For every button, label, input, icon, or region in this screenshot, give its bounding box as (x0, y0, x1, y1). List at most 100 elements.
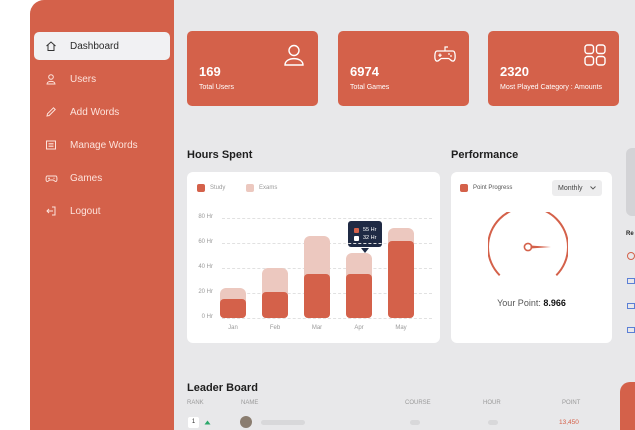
sidebar-item-label: Manage Words (70, 139, 138, 151)
y-tick-label: 20 Hr (198, 289, 213, 295)
sidebar: Dashboard Users Add Words Manage Words (30, 0, 174, 430)
legend-label: Point Progress (473, 185, 513, 191)
rank-up-icon (204, 420, 211, 425)
sidebar-item-label: Add Words (70, 106, 120, 118)
y-tick-label: 0 Hr (201, 314, 213, 320)
mail-icon (627, 327, 635, 333)
sidebar-item-manage-words[interactable]: Manage Words (34, 131, 170, 159)
x-tick-label: May (395, 325, 407, 331)
home-icon (44, 39, 58, 53)
hours-spent-title: Hours Spent (187, 149, 253, 161)
mail-icon (627, 303, 635, 309)
period-select-value: Monthly (558, 184, 583, 192)
exams-swatch (246, 184, 254, 192)
legend-study: Study (197, 184, 225, 192)
right-panel-heading: Re (626, 231, 634, 237)
stat-value: 169 (199, 64, 221, 79)
stat-value: 6974 (350, 64, 379, 79)
logout-icon (44, 204, 58, 218)
stat-label: Total Users (199, 84, 235, 91)
study-swatch (197, 184, 205, 192)
sidebar-item-label: Games (70, 172, 103, 184)
mail-icon (627, 278, 635, 284)
leaderboard-title: Leader Board (187, 382, 258, 394)
bar-may[interactable] (388, 228, 414, 318)
period-select[interactable]: Monthly (552, 180, 602, 196)
point-value: 13,450 (559, 419, 579, 426)
sidebar-item-label: Dashboard (70, 40, 119, 52)
bar-jan[interactable] (220, 288, 246, 318)
tooltip-line: 55 Hr (363, 227, 377, 233)
tooltip-study-dot (354, 227, 359, 233)
bar-feb[interactable] (262, 268, 288, 318)
hours-chart-card: Study Exams 55 Hr 32 Hr 0 Hr 20 Hr 40 Hr 60… (187, 172, 440, 343)
bar-segment-study (220, 299, 246, 318)
sidebar-item-label: Users (70, 73, 97, 85)
sidebar-item-add-words[interactable]: Add Words (34, 98, 170, 126)
point-value: 8.966 (543, 298, 566, 308)
bar-segment-study (346, 274, 372, 318)
gamepad-icon (434, 46, 456, 62)
stat-label: Total Games (350, 84, 390, 91)
point-label: Your Point: (497, 298, 541, 308)
avatar (240, 416, 252, 428)
list-icon (44, 138, 58, 152)
column-header-name: NAME (241, 400, 259, 406)
sidebar-item-games[interactable]: Games (34, 164, 170, 192)
stat-card-total-games[interactable]: 6974 Total Games (338, 31, 469, 106)
column-header-rank: RANK (187, 400, 204, 406)
legend-label: Study (210, 185, 226, 191)
tooltip-line: 32 Hr (363, 235, 377, 241)
gridline (222, 318, 432, 319)
x-tick-label: Apr (354, 325, 364, 331)
stat-value: 2320 (500, 64, 529, 79)
column-header-course: COURSE (405, 400, 431, 406)
course-placeholder (410, 420, 420, 425)
tooltip-exams-dot (354, 235, 359, 241)
your-point: Your Point: 8.966 (451, 298, 612, 308)
performance-title: Performance (451, 149, 519, 161)
user-icon (284, 44, 304, 66)
sidebar-item-label: Logout (70, 205, 101, 217)
performance-card: Point Progress Monthly Your Point: 8.966 (451, 172, 612, 343)
column-header-point: POINT (562, 400, 581, 406)
main-content: 169 Total Users 6974 Total Games 2320 Mo… (174, 0, 635, 430)
pencil-icon (44, 105, 58, 119)
point-gauge (488, 212, 568, 277)
bar-apr[interactable] (346, 253, 372, 318)
rank-badge: 1 (188, 417, 199, 428)
sidebar-item-logout[interactable]: Logout (34, 197, 170, 225)
hour-placeholder (488, 420, 498, 425)
player-name-placeholder (261, 420, 305, 425)
sidebar-item-users[interactable]: Users (34, 65, 170, 93)
y-tick-label: 80 Hr (198, 214, 213, 220)
bar-segment-study (304, 274, 330, 318)
grid-icon (584, 44, 606, 66)
legend-label: Exams (259, 185, 278, 191)
clock-icon (627, 252, 635, 260)
column-header-hour: HOUR (483, 400, 501, 406)
tooltip-arrow (361, 248, 369, 253)
bar-segment-study (388, 240, 414, 318)
chevron-down-icon (590, 186, 596, 190)
y-tick-label: 40 Hr (198, 264, 213, 270)
stat-card-most-played[interactable]: 2320 Most Played Category : Amounts (488, 31, 619, 106)
user-icon (44, 72, 58, 86)
x-tick-label: Jan (228, 325, 238, 331)
stat-label: Most Played Category : Amounts (500, 84, 602, 91)
bar-mar[interactable] (304, 235, 330, 318)
app-window: Dashboard Users Add Words Manage Words (30, 0, 635, 430)
sidebar-item-dashboard[interactable]: Dashboard (34, 32, 170, 60)
legend-point-progress: Point Progress (460, 184, 512, 192)
right-panel-accent (620, 382, 635, 430)
gamepad-icon (44, 171, 58, 185)
sidebar-nav: Dashboard Users Add Words Manage Words (34, 32, 170, 230)
point-progress-swatch (460, 184, 468, 192)
stat-card-total-users[interactable]: 169 Total Users (187, 31, 318, 106)
right-panel-card (626, 148, 635, 216)
y-tick-label: 60 Hr (198, 239, 213, 245)
chart-tooltip: 55 Hr 32 Hr (348, 221, 383, 247)
gridline (222, 218, 432, 219)
x-tick-label: Mar (311, 325, 323, 331)
x-tick-label: Feb (269, 325, 281, 331)
